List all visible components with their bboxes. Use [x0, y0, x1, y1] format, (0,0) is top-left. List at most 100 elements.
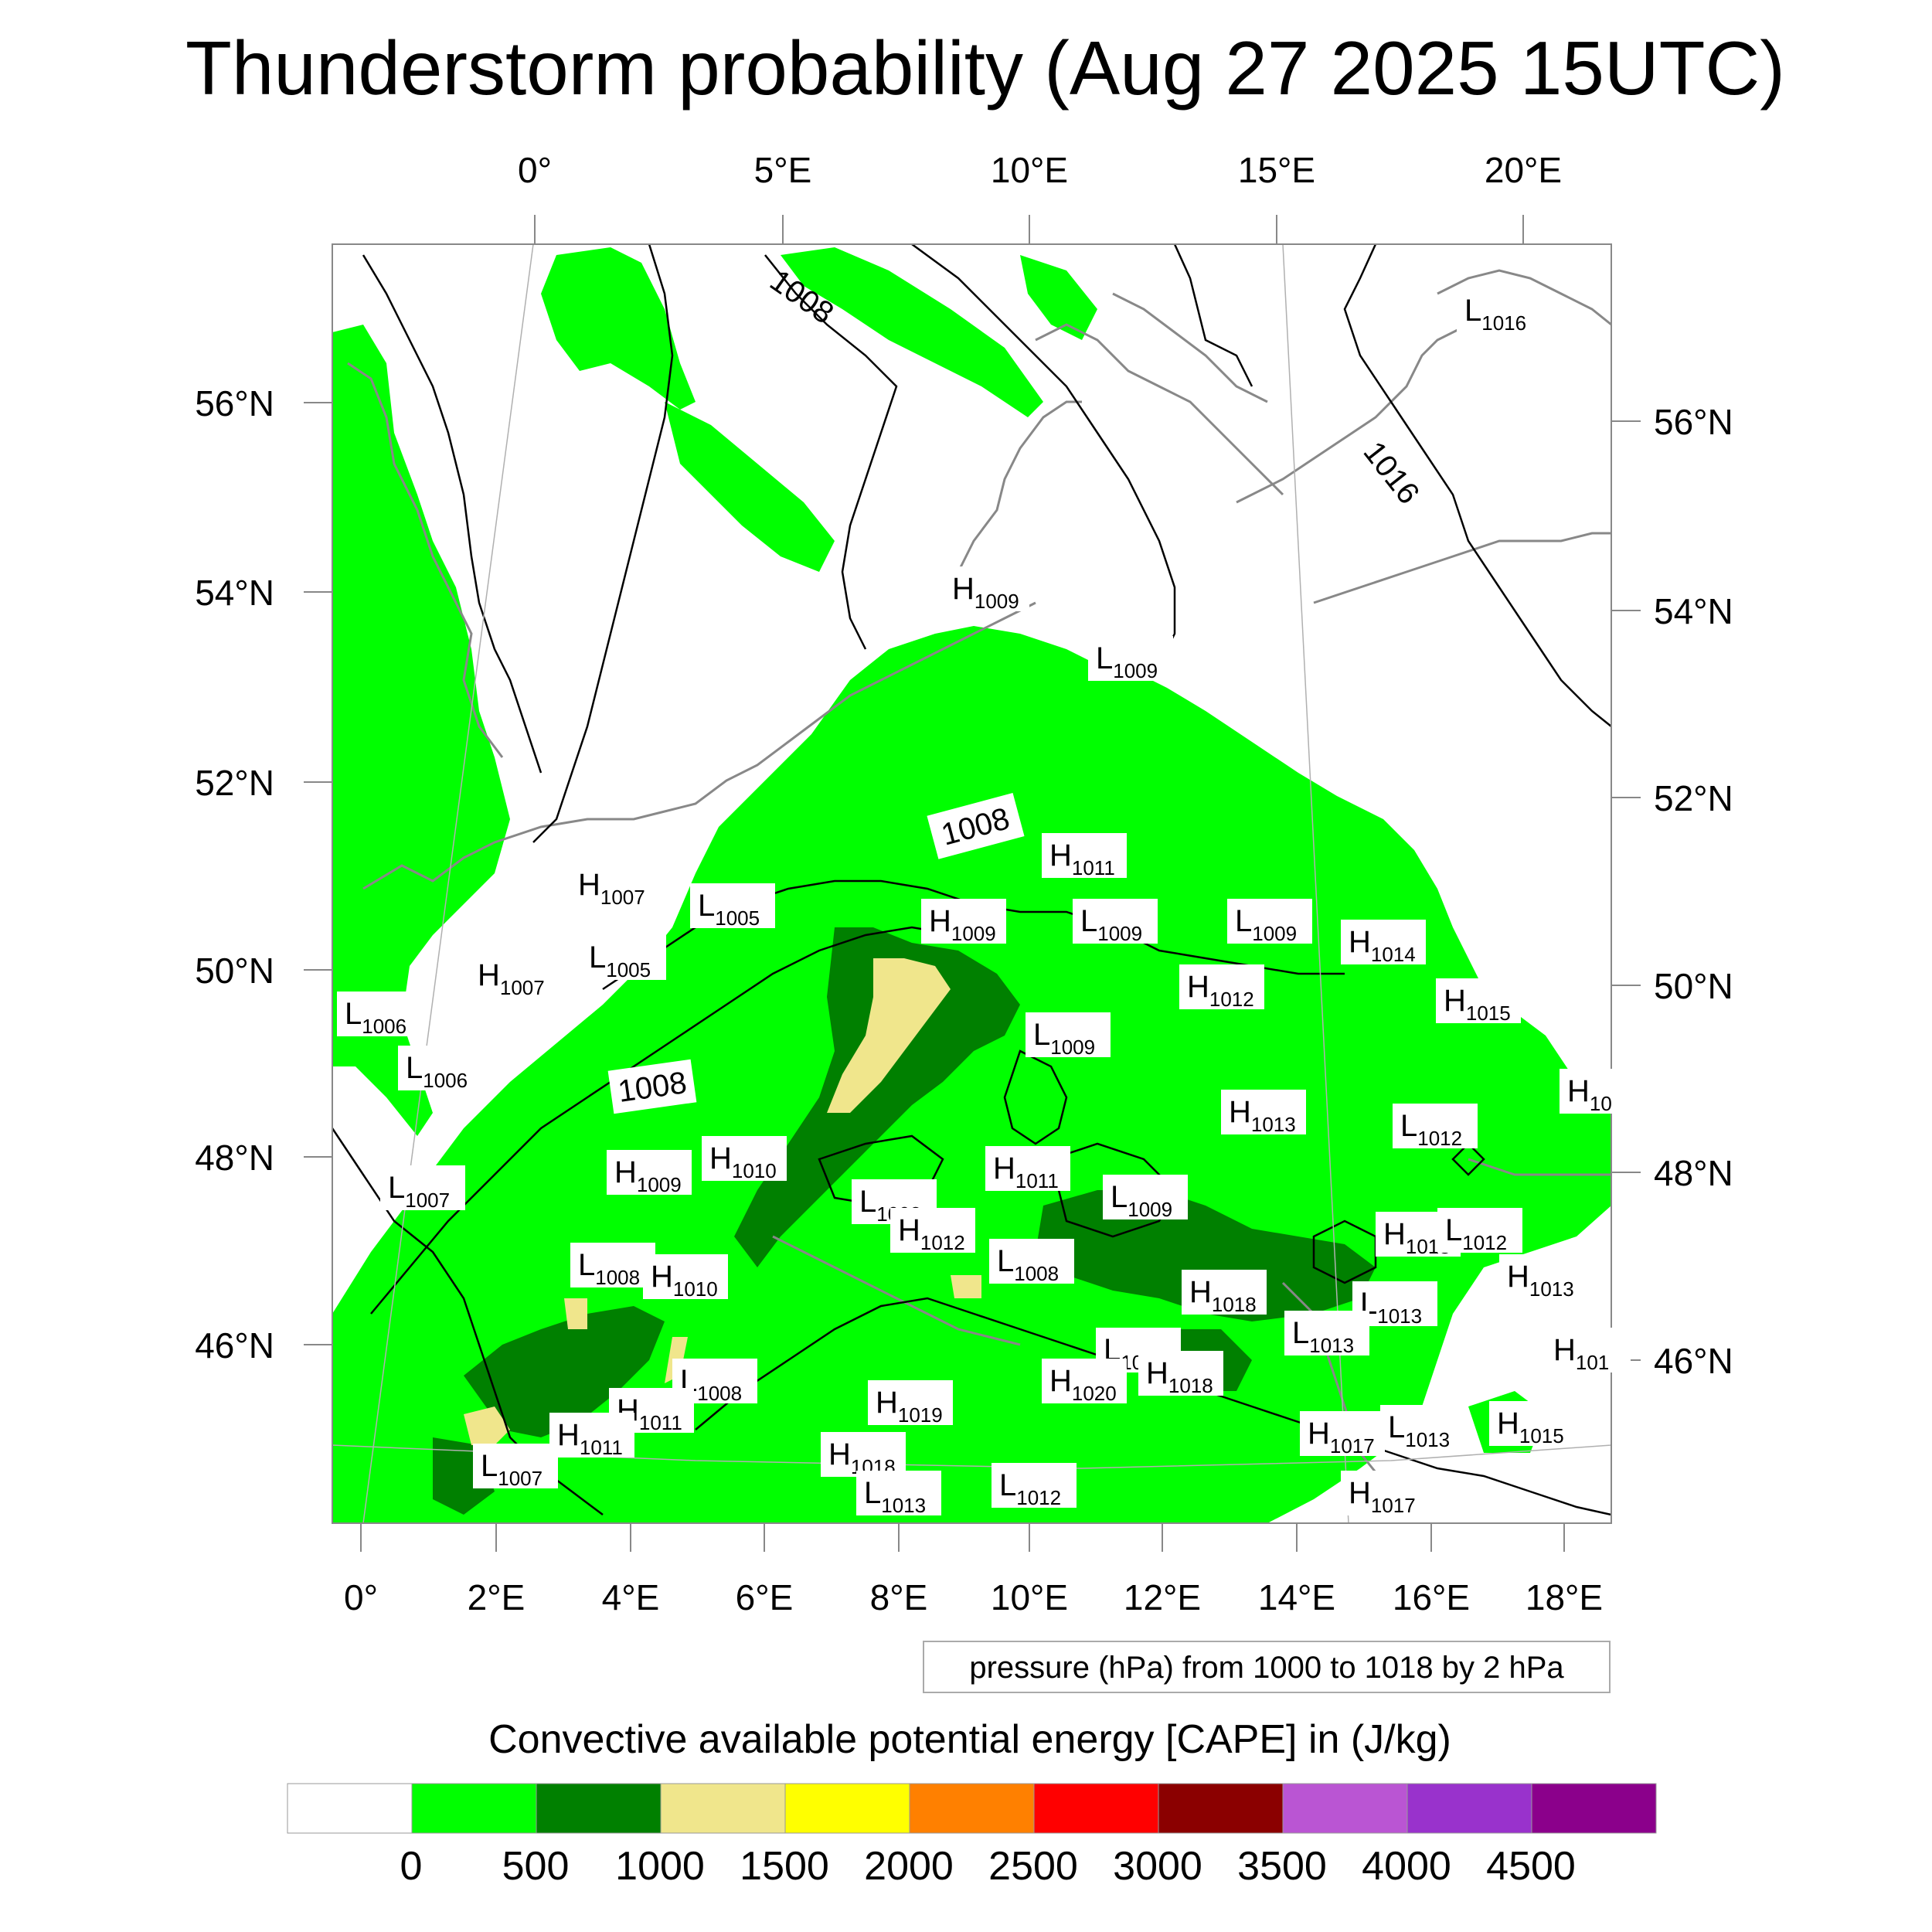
colorbar-tick: 1500: [740, 1844, 829, 1889]
pressure-center-text: L1016: [1464, 294, 1526, 335]
colorbar-swatch: [411, 1783, 537, 1834]
top-tick-label: 15°E: [1238, 150, 1315, 190]
high-pressure-label: H1009: [921, 899, 1006, 945]
pressure-center-text: H1018: [1189, 1275, 1257, 1316]
high-pressure-label: H1007: [570, 862, 655, 909]
pressure-center-text: L1009: [1033, 1018, 1095, 1059]
colorbar-swatch: [909, 1783, 1035, 1834]
high-pressure-label: H1015: [1436, 978, 1521, 1025]
pressure-center-text: L1005: [589, 940, 651, 981]
colorbar-swatch: [1033, 1783, 1159, 1834]
high-pressure-label: H1020: [1042, 1359, 1127, 1405]
right-axis: 56°N 54°N 52°N 50°N 48°N 46°N: [1654, 402, 1733, 1381]
colorbar-swatch: [784, 1783, 910, 1834]
pressure-center-text: L1009: [1080, 904, 1142, 945]
pressure-center-text: H1012: [1187, 970, 1254, 1011]
colorbar-tick: 3000: [1113, 1844, 1202, 1889]
bottom-tick-label: 4°E: [602, 1577, 660, 1617]
pressure-center-text: L1012: [1400, 1109, 1462, 1150]
pressure-center-text: H10: [1567, 1074, 1612, 1115]
low-pressure-label: L1013: [1284, 1311, 1369, 1357]
pressure-center-text: H1011: [557, 1418, 623, 1459]
left-tick-label: 50°N: [195, 951, 274, 991]
low-pressure-label: L1005: [690, 883, 775, 930]
high-pressure-label: H1010: [702, 1136, 787, 1182]
high-pressure-label: H1010: [643, 1254, 728, 1301]
pressure-center-text: H1009: [929, 904, 996, 945]
pressure-center-text: L1012: [1445, 1213, 1507, 1254]
colorbar-tick: 2000: [864, 1844, 954, 1889]
high-pressure-label: H1018: [1182, 1270, 1267, 1316]
high-pressure-label: H1007: [470, 953, 555, 999]
pressure-center-text: H1011: [993, 1151, 1059, 1192]
high-pressure-label: H1011: [1042, 833, 1127, 879]
colorbar-swatch: [1531, 1783, 1657, 1834]
pressure-center-text: H1012: [898, 1213, 965, 1254]
low-pressure-label: L1009: [1073, 899, 1158, 945]
bottom-tick-label: 10°E: [991, 1577, 1068, 1617]
pressure-center-text: H1010: [709, 1141, 777, 1182]
cape-500-1000-area: [433, 927, 1376, 1515]
pressure-center-text: L1009: [1111, 1180, 1172, 1221]
left-tick-label: 46°N: [195, 1325, 274, 1366]
pressure-center-text: L1007: [388, 1171, 450, 1212]
pressure-center-text: H1009: [614, 1155, 682, 1196]
colorbar-swatch: [536, 1783, 662, 1834]
low-pressure-label: L1012: [992, 1463, 1077, 1509]
low-pressure-label: L1006: [337, 992, 422, 1038]
colorbar-tick: 1000: [615, 1844, 705, 1889]
colorbar-tick: 0: [400, 1844, 423, 1889]
pressure-center-text: H1010: [651, 1260, 718, 1301]
pressure-center-text: H1020: [1049, 1364, 1117, 1405]
pressure-center-text: H1009: [952, 572, 1019, 613]
low-pressure-label: L1013: [856, 1471, 941, 1517]
top-tick-label: 20°E: [1485, 150, 1562, 190]
top-tick-label: 0°: [518, 150, 552, 190]
high-pressure-label: H1018: [821, 1432, 906, 1478]
left-tick-label: 48°N: [195, 1138, 274, 1178]
pressure-center-text: H1015: [1444, 984, 1511, 1025]
low-pressure-label: L1008: [989, 1239, 1074, 1285]
high-pressure-label: H1014: [1341, 920, 1426, 966]
low-pressure-label: L1009: [1088, 636, 1173, 682]
bottom-tick-label: 6°E: [736, 1577, 794, 1617]
high-pressure-label: H101: [1546, 1328, 1631, 1374]
bottom-axis: 0° 2°E 4°E 6°E 8°E 10°E 12°E 14°E 16°E 1…: [344, 1577, 1603, 1617]
high-pressure-label: H1013: [1499, 1254, 1584, 1301]
right-tick-label: 54°N: [1654, 591, 1733, 631]
pressure-center-text: L1008: [578, 1248, 640, 1289]
pressure-centers: L1016 H1009 L1009 H1011 H1007 L1005 H1009 L1009…: [337, 288, 1645, 1517]
pressure-center-text: L1012: [999, 1468, 1061, 1509]
colorbar-tick: 2500: [988, 1844, 1078, 1889]
colorbar-ticks: 0 500 1000 1500 2000 2500 3000 3500 4000…: [400, 1844, 1576, 1889]
high-pressure-label: H1017: [1341, 1471, 1426, 1517]
high-pressure-label: H1015: [1489, 1401, 1574, 1447]
pressure-center-text: H1017: [1349, 1476, 1416, 1517]
left-tick-label: 56°N: [195, 383, 274, 423]
pressure-center-text: L1013: [864, 1476, 926, 1517]
top-axis: 0° 5°E 10°E 15°E 20°E: [518, 150, 1562, 190]
high-pressure-label: H1017: [1300, 1411, 1385, 1458]
pressure-center-text: H1014: [1349, 925, 1416, 966]
pressure-center-text: H1011: [1049, 838, 1115, 879]
pressure-center-text: H1017: [1308, 1417, 1375, 1458]
right-tick-label: 56°N: [1654, 402, 1733, 442]
high-pressure-label: H1013: [1221, 1090, 1306, 1136]
low-pressure-label: L1012: [1393, 1104, 1478, 1150]
bottom-tick-label: 0°: [344, 1577, 378, 1617]
low-pressure-label: L1012: [1437, 1208, 1522, 1254]
colorbar: [287, 1783, 1657, 1834]
pressure-center-text: H1019: [876, 1386, 943, 1427]
bottom-tick-label: 16°E: [1393, 1577, 1470, 1617]
top-tick-label: 10°E: [991, 150, 1068, 190]
colorbar-tick: 500: [502, 1844, 570, 1889]
left-tick-label: 54°N: [195, 573, 274, 613]
pressure-center-text: H1013: [1229, 1095, 1296, 1136]
colorbar-swatch: [287, 1783, 413, 1834]
colorbar-tick: 3500: [1237, 1844, 1327, 1889]
high-pressure-label: H1012: [890, 1208, 975, 1254]
pressure-center-text: L1008: [997, 1244, 1059, 1285]
low-pressure-label: L1007: [473, 1444, 558, 1490]
low-pressure-label: L1016: [1457, 288, 1542, 335]
